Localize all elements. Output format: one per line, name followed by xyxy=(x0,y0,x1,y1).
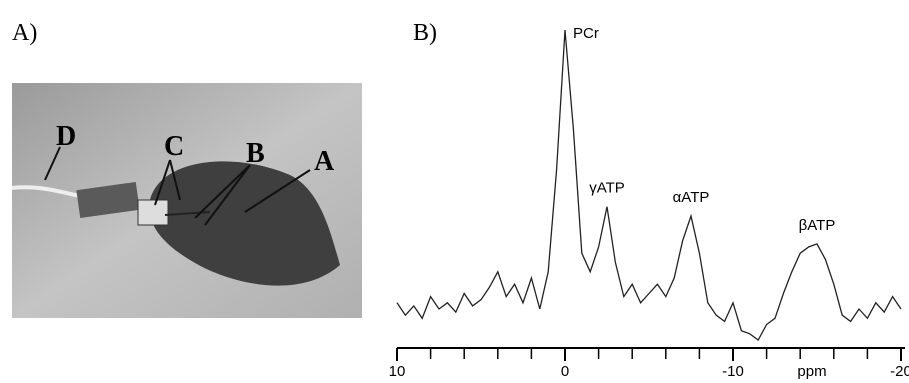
x-tick-label: 10 xyxy=(389,363,406,380)
photo-label: D xyxy=(56,121,76,152)
x-tick-label: -10 xyxy=(722,363,744,380)
spectrum-line xyxy=(396,29,902,341)
x-axis-label: ppm xyxy=(797,363,826,380)
panel-label: A) xyxy=(12,20,37,46)
photo-label: B xyxy=(246,138,265,169)
photo: D C B A xyxy=(11,83,362,318)
peak-label: PCr xyxy=(573,25,599,42)
photo-label: A xyxy=(314,146,335,177)
x-tick-label: 0 xyxy=(561,363,569,380)
peak-label: γATP xyxy=(589,180,625,197)
peak-label: βATP xyxy=(799,217,836,234)
panel-label: B) xyxy=(413,20,437,46)
x-tick-label: -20 xyxy=(890,363,909,380)
peak-label: αATP xyxy=(673,189,710,206)
photo-label: C xyxy=(164,131,184,162)
